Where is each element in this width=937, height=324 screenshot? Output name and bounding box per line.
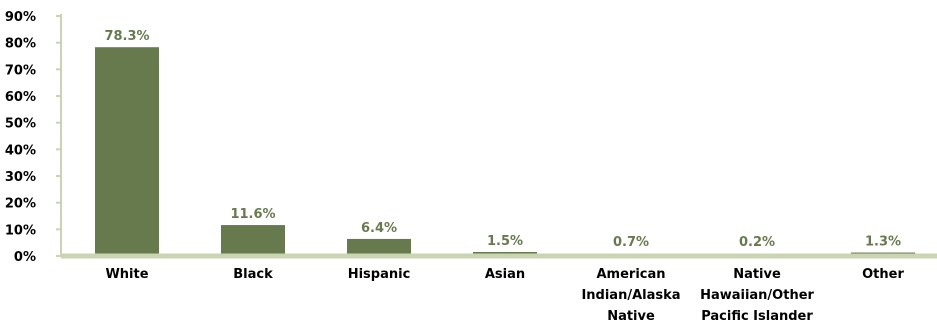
y-tick-label: 80% bbox=[5, 37, 36, 52]
data-label: 1.3% bbox=[865, 235, 901, 250]
y-axis: 0% 10% 20% 30% 40% 50% 60% 70% 80% 90% bbox=[5, 10, 62, 265]
category-label: Black bbox=[233, 267, 273, 282]
y-tick-label: 70% bbox=[5, 63, 36, 78]
data-label: 1.5% bbox=[487, 234, 523, 249]
category-label: Pacific Islander bbox=[701, 309, 813, 324]
category-label: Native bbox=[733, 267, 781, 282]
data-label: 78.3% bbox=[104, 29, 149, 44]
category-labels: White Black Hispanic Asian American Indian/Al… bbox=[105, 267, 904, 324]
category-label: Native bbox=[607, 309, 655, 324]
y-tick-label: 50% bbox=[5, 117, 36, 132]
y-tick-label: 0% bbox=[14, 250, 36, 265]
y-tick-label: 40% bbox=[5, 143, 36, 158]
data-label: 0.2% bbox=[739, 235, 775, 250]
y-tick-label: 60% bbox=[5, 90, 36, 105]
y-tick-label: 90% bbox=[5, 10, 36, 25]
category-label: White bbox=[105, 267, 148, 282]
category-label: Hispanic bbox=[348, 267, 411, 282]
bar bbox=[347, 238, 411, 256]
data-label: 6.4% bbox=[361, 221, 397, 236]
data-label: 0.7% bbox=[613, 235, 649, 250]
category-label: Other bbox=[862, 267, 904, 282]
bars bbox=[95, 47, 915, 257]
category-label: Indian/Alaska bbox=[581, 288, 680, 303]
y-tick-label: 20% bbox=[5, 197, 36, 212]
category-label: American bbox=[596, 267, 665, 282]
bar bbox=[221, 225, 285, 256]
y-tick-label: 10% bbox=[5, 223, 36, 238]
category-label: Hawaiian/Other bbox=[700, 288, 814, 303]
bar bbox=[95, 47, 159, 257]
category-label: Asian bbox=[485, 267, 525, 282]
data-labels: 78.3% 11.6% 6.4% 1.5% 0.7% 0.2% 1.3% bbox=[104, 29, 901, 250]
y-tick-label: 30% bbox=[5, 170, 36, 185]
data-label: 11.6% bbox=[230, 207, 275, 222]
